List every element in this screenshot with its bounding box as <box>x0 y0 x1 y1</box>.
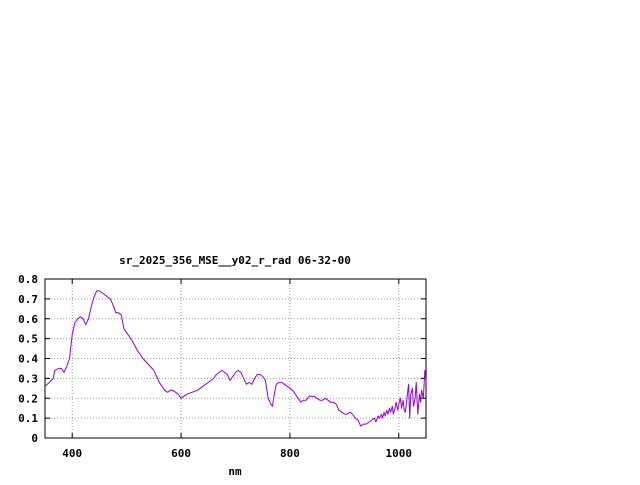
y-tick-label: 0.6 <box>18 313 38 326</box>
x-tick-label: 1000 <box>386 447 413 460</box>
y-tick-label: 0.2 <box>18 392 38 405</box>
y-tick-label: 0.7 <box>18 293 38 306</box>
y-tick-label: 0.8 <box>18 273 38 286</box>
y-tick-label: 0.5 <box>18 333 38 346</box>
x-axis-label: nm <box>228 465 242 478</box>
y-tick-label: 0.1 <box>18 412 38 425</box>
y-tick-label: 0.3 <box>18 372 38 385</box>
y-tick-label: 0 <box>31 432 38 445</box>
x-tick-label: 600 <box>171 447 191 460</box>
grid-lines <box>45 279 426 438</box>
series-line-1 <box>44 290 427 427</box>
chart-title: sr_2025_356_MSE__y02_r_rad 06-32-00 <box>119 254 351 267</box>
plot-frame <box>44 278 427 439</box>
y-tick-label: 0.4 <box>18 353 38 366</box>
series-layer <box>44 290 427 427</box>
tick-labels: 0 0.1 0.2 0.3 0.4 0.5 0.6 0.7 0.8 400 600 800 1000 <box>18 273 412 460</box>
x-tick-label: 800 <box>280 447 300 460</box>
x-tick-label: 400 <box>62 447 82 460</box>
